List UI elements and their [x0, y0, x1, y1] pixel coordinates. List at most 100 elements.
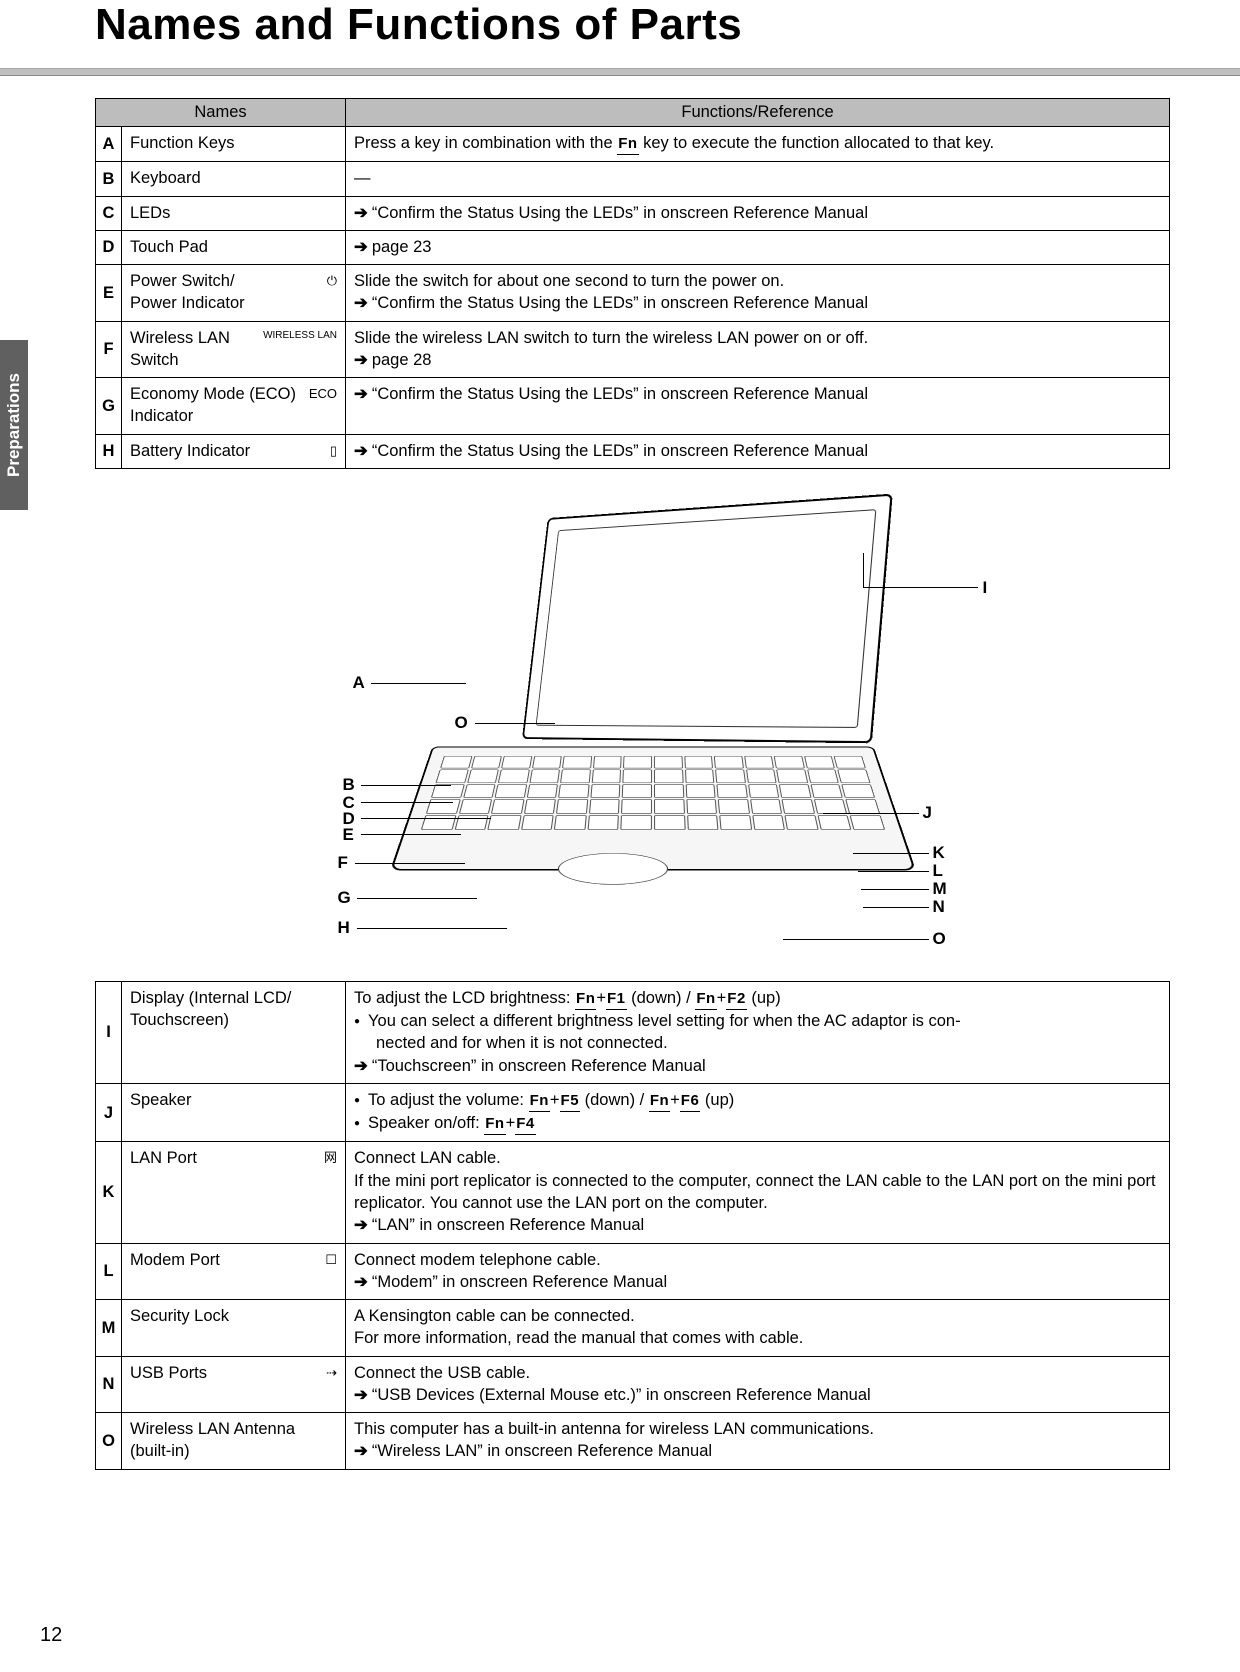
laptop-touchpad-shape	[556, 853, 669, 885]
row-icon: ⇢	[326, 1362, 337, 1382]
row-name-text: Battery Indicator	[130, 440, 250, 462]
table-row: IDisplay (Internal LCD/Touchscreen) To ad…	[96, 981, 1170, 1083]
laptop-diagram: A O B C D E F G H I J K L	[95, 493, 1170, 963]
row-icon: ⏻	[327, 270, 337, 290]
row-letter: M	[96, 1300, 122, 1357]
row-icon: ⽹	[324, 1147, 337, 1167]
diagram-label-H: H	[338, 918, 350, 938]
row-function: “Confirm the Status Using the LEDs” in o…	[346, 434, 1170, 468]
diagram-label-E: E	[343, 825, 354, 845]
row-letter: B	[96, 162, 122, 196]
row-function: “Confirm the Status Using the LEDs” in o…	[346, 196, 1170, 230]
row-letter: H	[96, 434, 122, 468]
row-name: Function Keys	[122, 127, 346, 162]
diagram-label-O-top: O	[455, 713, 468, 733]
table-row: CLEDs“Confirm the Status Using the LEDs”…	[96, 196, 1170, 230]
row-icon: ▯	[330, 440, 337, 460]
row-letter: L	[96, 1243, 122, 1300]
row-letter: O	[96, 1413, 122, 1470]
row-function: To adjust the volume: Fn+F5 (down) / Fn+…	[346, 1083, 1170, 1142]
row-name: Security Lock	[122, 1300, 346, 1357]
row-name: Wireless LAN Antenna (built-in)	[122, 1413, 346, 1470]
row-name: USB Ports ⇢	[122, 1356, 346, 1413]
table-row: N USB Ports ⇢ Connect the USB cable.“USB De…	[96, 1356, 1170, 1413]
diagram-label-A: A	[353, 673, 365, 693]
row-name-text: Wireless LAN Antenna (built-in)	[130, 1418, 337, 1463]
laptop-screen-shape	[521, 493, 892, 743]
row-function: A Kensington cable can be connected.For …	[346, 1300, 1170, 1357]
row-name: LEDs	[122, 196, 346, 230]
row-letter: A	[96, 127, 122, 162]
row-letter: E	[96, 265, 122, 322]
header-func: Functions/Reference	[346, 99, 1170, 127]
row-name-text: Keyboard	[130, 167, 201, 189]
diagram-label-B: B	[343, 775, 355, 795]
row-letter: I	[96, 981, 122, 1083]
row-function: To adjust the LCD brightness: Fn+F1 (dow…	[346, 981, 1170, 1083]
row-name-text: Power Switch/Power Indicator	[130, 270, 245, 315]
row-name: Keyboard	[122, 162, 346, 196]
table-row: L Modem Port ☐ Connect modem telephone cabl…	[96, 1243, 1170, 1300]
row-name: Touch Pad	[122, 230, 346, 264]
diagram-label-N: N	[933, 897, 945, 917]
row-name-text: Security Lock	[130, 1305, 229, 1327]
row-name-text: Speaker	[130, 1089, 191, 1111]
row-letter: K	[96, 1142, 122, 1243]
diagram-label-L: L	[933, 861, 943, 881]
row-name-text: Display (Internal LCD/Touchscreen)	[130, 987, 291, 1032]
title-rule	[0, 68, 1240, 76]
row-name: Wireless LAN Switch WIRELESS LAN	[122, 321, 346, 378]
row-name: Display (Internal LCD/Touchscreen)	[122, 981, 346, 1083]
row-letter: J	[96, 1083, 122, 1142]
table-row: K LAN Port ⽹ Connect LAN cable.If the mini …	[96, 1142, 1170, 1243]
diagram-label-K: K	[933, 843, 945, 863]
row-icon: ECO	[309, 383, 337, 403]
row-function: This computer has a built-in antenna for…	[346, 1413, 1170, 1470]
table-row: EPower Switch/Power Indicator ⏻ Slide the …	[96, 265, 1170, 322]
row-function: Slide the wireless LAN switch to turn th…	[346, 321, 1170, 378]
row-name-text: Function Keys	[130, 132, 235, 154]
row-name: Power Switch/Power Indicator ⏻	[122, 265, 346, 322]
table-row: J Speaker To adjust the volume: Fn+F5 (dow…	[96, 1083, 1170, 1142]
row-name-text: Touch Pad	[130, 236, 208, 258]
diagram-label-M: M	[933, 879, 947, 899]
row-icon: ☐	[325, 1249, 337, 1269]
diagram-label-I: I	[983, 578, 988, 598]
row-letter: G	[96, 378, 122, 435]
row-function: Connect LAN cable.If the mini port repli…	[346, 1142, 1170, 1243]
row-name-text: Modem Port	[130, 1249, 220, 1271]
row-name-text: Economy Mode (ECO) Indicator	[130, 383, 303, 428]
section-tab: Preparations	[0, 340, 28, 510]
parts-table-bottom: IDisplay (Internal LCD/Touchscreen) To ad…	[95, 981, 1170, 1470]
diagram-label-F: F	[338, 853, 348, 873]
row-name-text: USB Ports	[130, 1362, 207, 1384]
table-row: M Security Lock A Kensington cable can be …	[96, 1300, 1170, 1357]
row-function: Connect modem telephone cable.“Modem” in…	[346, 1243, 1170, 1300]
row-name: LAN Port ⽹	[122, 1142, 346, 1243]
row-function: Slide the switch for about one second to…	[346, 265, 1170, 322]
row-letter: F	[96, 321, 122, 378]
row-name-text: Wireless LAN Switch	[130, 327, 257, 372]
table-row: A Function Keys Press a key in combination…	[96, 127, 1170, 162]
table-row: GEconomy Mode (ECO) IndicatorECO“Confirm…	[96, 378, 1170, 435]
diagram-label-J: J	[923, 803, 932, 823]
row-function: Connect the USB cable.“USB Devices (Exte…	[346, 1356, 1170, 1413]
row-name: Speaker	[122, 1083, 346, 1142]
diagram-label-O-bottom: O	[933, 929, 946, 949]
row-letter: C	[96, 196, 122, 230]
table-row: DTouch Padpage 23	[96, 230, 1170, 264]
table-row: H Battery Indicator ▯ “Confirm the Status U…	[96, 434, 1170, 468]
row-name: Battery Indicator ▯	[122, 434, 346, 468]
page-title: Names and Functions of Parts	[95, 0, 1170, 50]
row-letter: N	[96, 1356, 122, 1413]
row-name-text: LAN Port	[130, 1147, 197, 1169]
header-names: Names	[96, 99, 346, 127]
diagram-label-G: G	[338, 888, 351, 908]
table-row: BKeyboard—	[96, 162, 1170, 196]
row-function: Press a key in combination with the Fn k…	[346, 127, 1170, 162]
table-row: FWireless LAN Switch WIRELESS LAN Slide th…	[96, 321, 1170, 378]
page-number: 12	[40, 1624, 62, 1647]
row-icon: WIRELESS LAN	[263, 327, 337, 343]
table-row: OWireless LAN Antenna (built-in)This com…	[96, 1413, 1170, 1470]
parts-table-top: Names Functions/Reference A Function Keys…	[95, 98, 1170, 469]
